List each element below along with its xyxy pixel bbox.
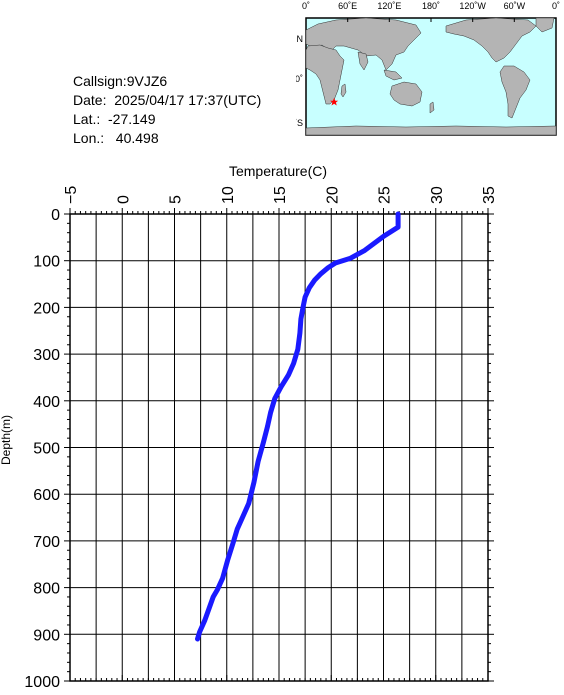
y-tick-label: 700 bbox=[33, 534, 60, 551]
y-tick-label: 100 bbox=[33, 254, 60, 271]
map-lon-label: 60˚E bbox=[338, 1, 357, 11]
map-lon-label: 120˚E bbox=[377, 1, 401, 11]
station-info: Callsign:9VJZ6 Date: 2025/04/17 17:37(UT… bbox=[73, 72, 261, 148]
y-tick-label: 400 bbox=[33, 394, 60, 411]
x-tick-label: −5 bbox=[63, 186, 80, 204]
y-tick-labels: 0 100 200 300 400 500 600 700 800 900 1000 bbox=[24, 207, 60, 691]
callsign-text: Callsign:9VJZ6 bbox=[73, 73, 168, 89]
longitude-text: Lon.: 40.498 bbox=[73, 130, 159, 146]
world-map: 0˚ 60˚E 120˚E 180˚ 120˚W 60˚W 0˚ 60˚N 0˚ 60˚S bbox=[283, 1, 560, 136]
x-tick-label: 0 bbox=[115, 195, 132, 204]
x-tick-label: 10 bbox=[220, 186, 237, 204]
y-tick-label: 0 bbox=[51, 207, 60, 224]
map-lon-label: 0˚ bbox=[302, 1, 310, 11]
map-lat-label: 60˚S bbox=[296, 118, 303, 128]
x-tick-label: 35 bbox=[481, 186, 498, 204]
station-marker-icon bbox=[330, 97, 339, 106]
y-tick-label: 300 bbox=[33, 347, 60, 364]
map-lon-label: 120˚W bbox=[459, 1, 486, 11]
map-land bbox=[305, 17, 557, 136]
chart-svg: −5 0 5 10 15 20 25 30 35 01002003004005006007008… bbox=[0, 163, 498, 691]
latitude-text: Lat.: -27.149 bbox=[73, 111, 156, 127]
map-lat-label: 60˚N bbox=[296, 34, 303, 44]
grid bbox=[69, 213, 489, 682]
temperature-series-line bbox=[195, 211, 401, 642]
x-tick-label: 5 bbox=[168, 195, 185, 204]
y-tick-label: 600 bbox=[33, 487, 60, 504]
x-tick-label: 15 bbox=[272, 186, 289, 204]
y-tick-label: 800 bbox=[33, 581, 60, 598]
map-lon-label: 0˚ bbox=[552, 1, 560, 11]
y-tick-label: 200 bbox=[33, 300, 60, 317]
series-group bbox=[195, 211, 401, 642]
map-lat-label: 0˚ bbox=[296, 74, 303, 84]
y-tick-label: 900 bbox=[33, 627, 60, 644]
date-text: Date: 2025/04/17 17:37(UTC) bbox=[73, 92, 262, 108]
x-tick-labels: −5 0 5 10 15 20 25 30 35 bbox=[63, 186, 498, 204]
x-tick-label: 30 bbox=[429, 186, 446, 204]
plot-frame bbox=[69, 213, 489, 682]
x-axis-label: Temperature(C) bbox=[229, 163, 327, 179]
map-lon-label: 60˚W bbox=[504, 1, 526, 11]
temperature-profile-chart: −5 0 5 10 15 20 25 30 35 0 100 200 300 400 500 600 700 8… bbox=[0, 160, 564, 695]
x-tick-label: 25 bbox=[377, 186, 394, 204]
map-frame-ticks bbox=[347, 18, 515, 22]
y-tick-label: 500 bbox=[33, 441, 60, 458]
location-map: 0˚ 60˚E 120˚E 180˚ 120˚W 60˚W 0˚ 60˚N 0˚ 60˚S bbox=[283, 0, 564, 145]
y-axis-label: Depth(m) bbox=[0, 415, 13, 465]
y-tick-label: 1000 bbox=[24, 674, 60, 690]
x-tick-label: 20 bbox=[324, 186, 341, 204]
map-lon-label: 180˚ bbox=[422, 1, 440, 11]
